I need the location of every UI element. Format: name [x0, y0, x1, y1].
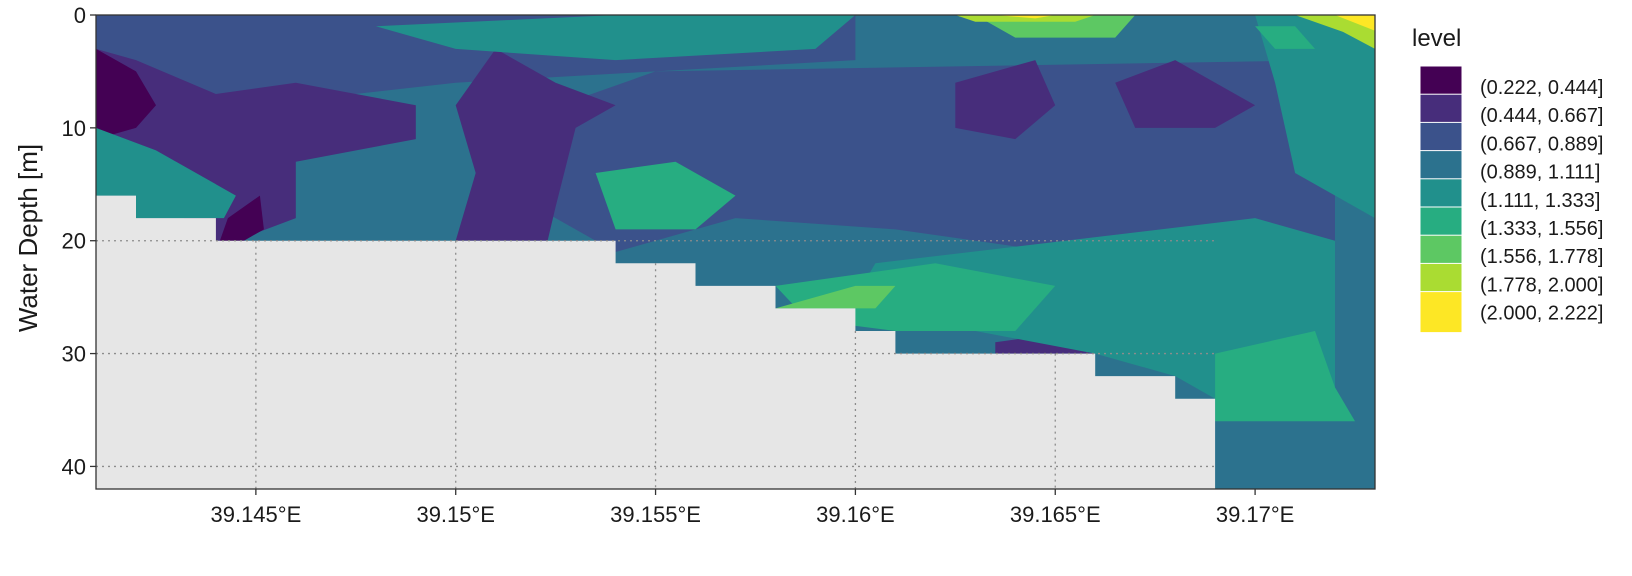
- contour-level-1-region: [1115, 60, 1256, 128]
- y-tick-label: 20: [62, 229, 86, 254]
- plot-area: [96, 15, 1375, 489]
- x-tick-label: 39.16°E: [816, 502, 895, 527]
- legend-label: (2.000, 2.222]: [1480, 303, 1603, 325]
- legend: level (0.222, 0.444] (0.444, 0.667] (0.667…: [1412, 25, 1603, 334]
- contour-level-4-region: [96, 127, 236, 219]
- contour-level-4-region: [1255, 15, 1375, 219]
- contour-level-5-region: [1215, 331, 1355, 422]
- legend-label: (0.889, 1.111]: [1480, 162, 1600, 184]
- contour-level-5-region: [1255, 26, 1315, 49]
- contour-level-8-region: [995, 15, 1056, 19]
- contour-level-1-region: [455, 48, 616, 241]
- y-tick-label: 10: [62, 116, 86, 141]
- contour-level-1-region: [955, 60, 1056, 140]
- contour-level-4-region: [375, 15, 856, 61]
- contour-level-7-region: [955, 15, 1096, 22]
- legend-label: (0.222, 0.444]: [1480, 77, 1603, 99]
- grid-layer: [96, 240, 1216, 489]
- contour-level-0-region: [219, 195, 264, 241]
- contour-level-4-region: [855, 218, 1335, 399]
- contour-layer: [96, 15, 1375, 489]
- legend-swatch: [1419, 291, 1463, 334]
- legend-label: (1.333, 1.556]: [1480, 218, 1603, 240]
- contour-level-5-region: [595, 161, 736, 230]
- x-tick-label: 39.15°E: [416, 502, 495, 527]
- axes-layer: 0 10 20 30 40 39.145°E 39.15°E 39.155°E 39.16°E 3…: [62, 3, 1376, 527]
- contour-level-1-region: [96, 48, 416, 241]
- y-tick-label: 30: [62, 342, 86, 367]
- plot-frame: [95, 14, 1376, 490]
- legend-label: (1.778, 2.000]: [1480, 274, 1603, 296]
- legend-label: (0.444, 0.667]: [1480, 105, 1603, 127]
- contour-level-0-region: [96, 48, 156, 140]
- x-tick-label: 39.155°E: [610, 502, 701, 527]
- y-tick-label: 0: [74, 3, 86, 28]
- contour-level-8-region: [1335, 15, 1375, 31]
- legend-label: (0.667, 0.889]: [1480, 133, 1603, 155]
- legend-title: level: [1412, 25, 1461, 52]
- x-tick-label: 39.17°E: [1216, 502, 1295, 527]
- y-tick-label: 40: [62, 454, 86, 479]
- contour-level-6-region: [775, 285, 896, 309]
- contour-level-7-region: [1295, 15, 1375, 49]
- x-tick-label: 39.145°E: [210, 502, 301, 527]
- legend-label: (1.556, 1.778]: [1480, 246, 1603, 268]
- seabed-layer: [96, 195, 1375, 489]
- legend-label: (1.111, 1.333]: [1480, 190, 1600, 212]
- seabed-area: [96, 195, 1375, 489]
- y-axis-title: Water Depth [m]: [13, 144, 43, 332]
- x-tick-label: 39.165°E: [1010, 502, 1101, 527]
